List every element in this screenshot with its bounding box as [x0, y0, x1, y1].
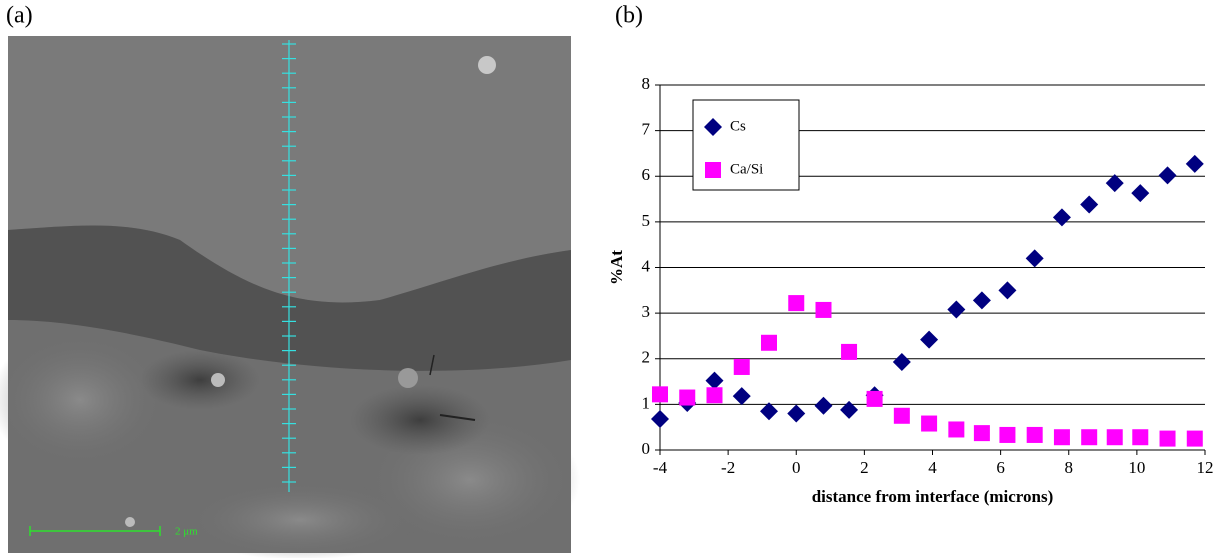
marker	[841, 344, 857, 360]
y-tick-label: 0	[642, 439, 651, 458]
marker	[894, 408, 910, 424]
marker	[1186, 155, 1204, 173]
marker	[651, 410, 669, 428]
marker	[1106, 174, 1124, 192]
figure: (a) (b) 2 μm 012345678-4-2024681012dista…	[0, 0, 1227, 558]
marker	[867, 391, 883, 407]
marker	[1107, 429, 1123, 445]
x-axis-label: distance from interface (microns)	[812, 487, 1054, 506]
y-tick-label: 6	[642, 165, 651, 184]
legend-label: Cs	[730, 118, 746, 134]
marker	[1026, 249, 1044, 267]
marker	[948, 421, 964, 437]
marker	[998, 281, 1016, 299]
marker	[816, 302, 832, 318]
y-tick-label: 1	[642, 393, 651, 412]
marker	[893, 353, 911, 371]
y-axis-label: %At	[607, 250, 626, 285]
marker	[1187, 431, 1203, 447]
y-tick-label: 8	[642, 74, 651, 93]
marker	[787, 405, 805, 423]
marker	[734, 359, 750, 375]
legend-label: Ca/Si	[730, 161, 763, 177]
marker	[788, 295, 804, 311]
legend-marker	[705, 162, 721, 178]
marker	[1027, 427, 1043, 443]
marker	[733, 387, 751, 405]
marker	[1081, 429, 1097, 445]
y-tick-label: 3	[642, 302, 651, 321]
marker	[973, 291, 991, 309]
marker	[1132, 429, 1148, 445]
x-tick-label: 4	[928, 458, 937, 477]
panel-label: (b)	[615, 3, 643, 29]
y-tick-label: 7	[642, 120, 651, 139]
x-tick-label: 2	[860, 458, 869, 477]
marker	[920, 331, 938, 349]
marker	[1054, 429, 1070, 445]
marker	[652, 386, 668, 402]
marker	[1159, 166, 1177, 184]
scale-label: 2 μm	[175, 526, 198, 538]
marker	[1080, 196, 1098, 214]
marker	[706, 372, 724, 390]
x-tick-label: -4	[653, 458, 668, 477]
x-tick-label: 6	[996, 458, 1005, 477]
y-tick-label: 4	[642, 256, 651, 275]
x-tick-label: 8	[1065, 458, 1074, 477]
y-tick-label: 2	[642, 348, 651, 367]
x-tick-label: 0	[792, 458, 801, 477]
x-tick-label: 12	[1197, 458, 1214, 477]
marker	[974, 425, 990, 441]
marker	[947, 300, 965, 318]
panel-label: (a)	[6, 3, 33, 29]
marker	[760, 402, 778, 420]
sem-image	[0, 36, 580, 558]
x-tick-label: -2	[721, 458, 735, 477]
marker	[1053, 208, 1071, 226]
marker	[1131, 184, 1149, 202]
marker	[1160, 431, 1176, 447]
marker	[761, 335, 777, 351]
marker	[921, 416, 937, 432]
marker	[840, 401, 858, 419]
x-tick-label: 10	[1128, 458, 1145, 477]
marker	[999, 427, 1015, 443]
y-tick-label: 5	[642, 211, 651, 230]
marker	[815, 397, 833, 415]
marker	[707, 387, 723, 403]
marker	[679, 390, 695, 406]
